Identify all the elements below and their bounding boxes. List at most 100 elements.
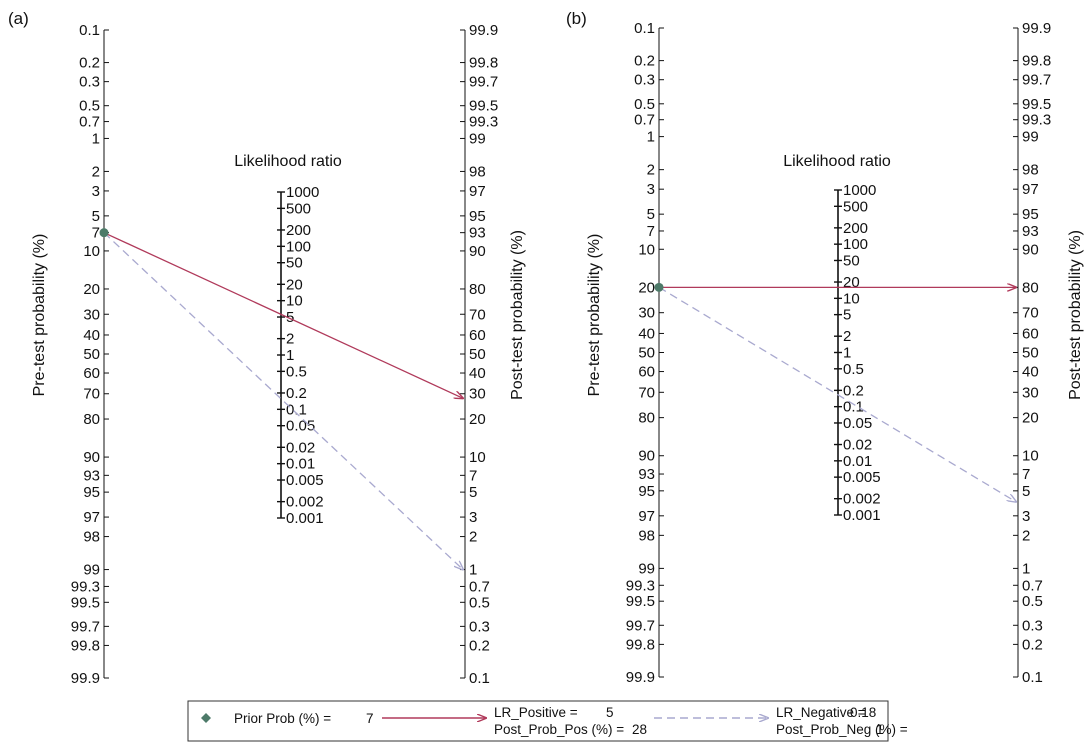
posttest-tick-label: 0.2: [469, 637, 490, 654]
lr-tick-label: 0.2: [286, 385, 307, 402]
pretest-tick-label: 99.7: [71, 618, 100, 635]
negative-lr-line: [658, 286, 1016, 501]
posttest-tick-label: 0.3: [1022, 617, 1043, 634]
lr-tick-label: 0.002: [286, 494, 324, 511]
pretest-tick-label: 99: [638, 560, 655, 577]
pretest-tick-label: 30: [83, 306, 100, 323]
lr-tick-label: 0.02: [843, 437, 872, 454]
pretest-tick-label: 5: [92, 208, 100, 225]
lr-tick-label: 50: [286, 255, 303, 272]
posttest-tick-label: 90: [469, 243, 486, 260]
lr-tick-label: 0.1: [843, 399, 864, 416]
posttest-tick-label: 70: [469, 306, 486, 323]
posttest-tick-label: 98: [1022, 162, 1039, 179]
posttest-tick-label: 0.1: [469, 670, 490, 687]
posttest-tick-label: 40: [1022, 364, 1039, 381]
lr-tick-label: 1000: [843, 182, 876, 199]
pretest-tick-label: 20: [638, 279, 655, 296]
pretest-tick-label: 0.7: [634, 112, 655, 129]
posttest-tick-label: 3: [469, 509, 477, 526]
legend-post-neg-label: Post_Prob_Neg (%) =: [776, 722, 908, 737]
pretest-tick-label: 2: [92, 163, 100, 180]
posttest-tick-label: 90: [1022, 241, 1039, 258]
middle-axis-title-b: Likelihood ratio: [783, 153, 891, 170]
lr-tick-label: 0.1: [286, 401, 307, 418]
pretest-tick-label: 40: [83, 327, 100, 344]
pretest-tick-label: 0.1: [634, 20, 655, 37]
posttest-tick-label: 80: [1022, 279, 1039, 296]
lr-tick-label: 200: [286, 222, 311, 239]
posttest-axis-a: 99.999.899.799.599.399989795939080706050…: [460, 22, 498, 687]
lr-tick-label: 0.02: [286, 439, 315, 456]
lr-tick-label: 2: [286, 331, 294, 348]
posttest-tick-label: 2: [1022, 527, 1030, 544]
pretest-tick-label: 93: [83, 467, 100, 484]
posttest-tick-label: 95: [1022, 206, 1039, 223]
posttest-tick-label: 97: [1022, 181, 1039, 198]
pretest-tick-label: 80: [638, 410, 655, 427]
lr-tick-label: 20: [843, 274, 860, 291]
pretest-tick-label: 99.3: [71, 578, 100, 595]
posttest-tick-label: 0.2: [1022, 636, 1043, 653]
posttest-tick-label: 30: [1022, 384, 1039, 401]
lr-tick-label: 500: [843, 198, 868, 215]
nomogram-lines-a: [99, 228, 464, 569]
posttest-tick-label: 60: [1022, 325, 1039, 342]
pretest-tick-label: 60: [638, 364, 655, 381]
pretest-tick-label: 7: [647, 223, 655, 240]
lr-tick-label: 20: [286, 276, 303, 293]
posttest-tick-label: 0.7: [1022, 577, 1043, 594]
posttest-tick-label: 50: [469, 346, 486, 363]
pretest-tick-label: 70: [83, 386, 100, 403]
legend-lr-positive-label: LR_Positive =: [494, 705, 578, 720]
pretest-tick-label: 3: [92, 183, 100, 200]
posttest-tick-label: 50: [1022, 345, 1039, 362]
posttest-tick-label: 99.3: [1022, 112, 1051, 129]
posttest-tick-label: 99.5: [469, 98, 498, 115]
lr-tick-label: 500: [286, 200, 311, 217]
pretest-tick-label: 0.3: [634, 72, 655, 89]
posttest-tick-label: 0.7: [469, 578, 490, 595]
pretest-tick-label: 7: [92, 225, 100, 242]
pretest-tick-label: 40: [638, 325, 655, 342]
positive-lr-line: [103, 232, 463, 399]
posttest-axis-b: 99.999.899.799.599.399989795939080706050…: [1013, 20, 1051, 686]
pretest-tick-label: 90: [83, 449, 100, 466]
pretest-tick-label: 50: [83, 346, 100, 363]
pretest-tick-label: 1: [92, 130, 100, 147]
posttest-tick-label: 10: [469, 449, 486, 466]
posttest-tick-label: 93: [469, 225, 486, 242]
posttest-tick-label: 60: [469, 327, 486, 344]
posttest-tick-label: 20: [469, 411, 486, 428]
lr-tick-label: 0.01: [843, 453, 872, 470]
posttest-tick-label: 30: [469, 386, 486, 403]
legend: Prior Prob (%) = 7 LR_Positive = 5 Post_…: [187, 700, 908, 742]
pretest-tick-label: 99.5: [626, 593, 655, 610]
lr-tick-label: 200: [843, 220, 868, 237]
likelihood-ratio-axis-b: 10005002001005020105210.50.20.10.050.020…: [834, 182, 881, 524]
posttest-tick-label: 7: [1022, 466, 1030, 483]
pretest-tick-label: 30: [638, 305, 655, 322]
pretest-tick-label: 97: [638, 508, 655, 525]
lr-tick-label: 5: [843, 307, 851, 324]
pretest-tick-label: 60: [83, 365, 100, 382]
pretest-tick-label: 0.5: [79, 98, 100, 115]
posttest-tick-label: 99.9: [1022, 20, 1051, 37]
legend-post-pos-label: Post_Prob_Pos (%) =: [494, 722, 624, 737]
pretest-tick-label: 0.3: [79, 74, 100, 91]
posttest-tick-label: 99.7: [469, 74, 498, 91]
posttest-tick-label: 99.5: [1022, 96, 1051, 113]
lr-tick-label: 5: [286, 309, 294, 326]
lr-tick-label: 0.005: [286, 472, 324, 489]
posttest-tick-label: 0.3: [469, 618, 490, 635]
pretest-tick-label: 50: [638, 345, 655, 362]
legend-lr-positive-value: 5: [606, 705, 614, 720]
right-axis-title-b: Post-test probability (%): [1067, 230, 1084, 400]
pretest-tick-label: 20: [83, 281, 100, 298]
posttest-tick-label: 99.7: [1022, 72, 1051, 89]
lr-tick-label: 100: [843, 236, 868, 253]
pretest-tick-label: 5: [647, 206, 655, 223]
posttest-tick-label: 99.8: [469, 55, 498, 72]
pretest-tick-label: 98: [83, 529, 100, 546]
